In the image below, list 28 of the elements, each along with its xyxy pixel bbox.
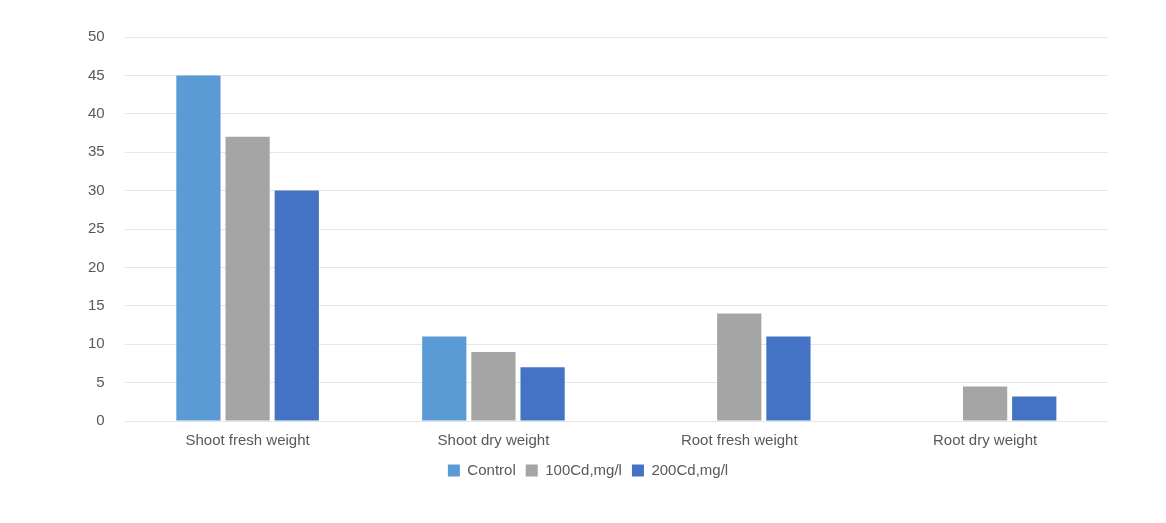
y-tick-label: 10 [88,334,105,352]
x-tick-label: Root fresh weight [680,431,799,449]
y-tick-label: 15 [88,295,105,313]
y-tick-label: 25 [88,219,105,237]
bar [176,75,221,421]
bar [471,351,516,421]
bar [962,386,1008,421]
x-tick-label: Shoot fresh weight [185,431,311,449]
y-tick-label: 50 [88,27,105,45]
bar [422,336,467,421]
legend-label: Control [467,460,516,478]
y-tick-label: 35 [88,142,105,160]
bar [225,136,270,421]
x-tick-label: Root dry weight [932,431,1039,449]
y-tick-label: 40 [88,103,105,121]
bar [766,336,811,421]
legend-label: 200Cd,mg/l [651,460,729,478]
bar [274,190,319,421]
bar [520,367,565,421]
bar [1012,396,1057,421]
y-tick-label: 20 [88,257,105,275]
x-tick-label: Shoot dry weight [437,431,551,449]
y-tick-label: 45 [88,65,105,83]
y-tick-label: 0 [96,411,105,429]
y-tick-label: 5 [96,372,105,390]
y-tick-label: 30 [88,180,105,198]
legend-label: 100Cd,mg/l [545,460,622,478]
bar [717,313,762,421]
